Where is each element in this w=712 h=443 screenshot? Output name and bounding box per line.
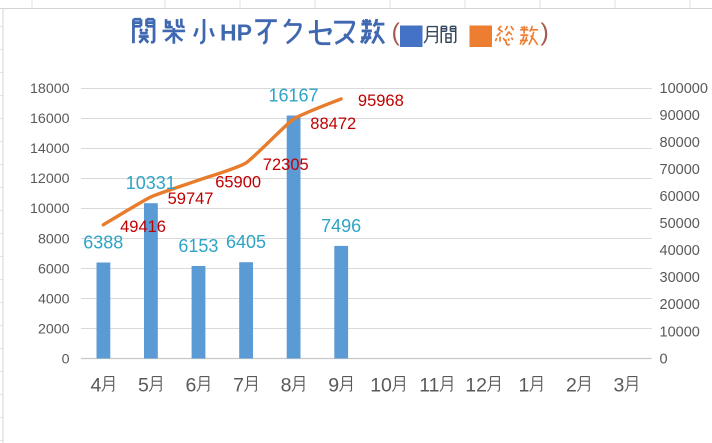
svg-text:): ) <box>541 19 549 47</box>
svg-text:40000: 40000 <box>660 243 700 259</box>
svg-text:7496: 7496 <box>321 216 361 236</box>
svg-text:3: 3 <box>614 375 625 397</box>
svg-text:60000: 60000 <box>660 189 700 205</box>
svg-text:11: 11 <box>419 375 439 397</box>
svg-text:70000: 70000 <box>660 162 700 178</box>
svg-text:12: 12 <box>465 375 487 397</box>
svg-text:12000: 12000 <box>30 171 70 187</box>
svg-text:6405: 6405 <box>226 232 266 252</box>
svg-text:10: 10 <box>370 375 392 397</box>
svg-text:1: 1 <box>518 375 529 397</box>
svg-text:14000: 14000 <box>30 141 70 157</box>
svg-text:5: 5 <box>138 375 149 397</box>
svg-text:72305: 72305 <box>263 156 309 174</box>
svg-text:95968: 95968 <box>358 92 404 110</box>
svg-text:8: 8 <box>281 375 292 397</box>
svg-text:2000: 2000 <box>38 321 70 337</box>
svg-text:0: 0 <box>62 352 70 368</box>
svg-text:16167: 16167 <box>268 85 318 105</box>
svg-text:2: 2 <box>566 375 577 397</box>
svg-text:HP: HP <box>220 19 252 45</box>
svg-text:10000: 10000 <box>30 201 70 217</box>
svg-text:88472: 88472 <box>310 115 356 133</box>
svg-text:6000: 6000 <box>38 261 70 277</box>
svg-text:18000: 18000 <box>30 81 70 97</box>
svg-text:90000: 90000 <box>660 108 700 124</box>
svg-text:4: 4 <box>90 375 101 397</box>
svg-text:6388: 6388 <box>83 232 123 252</box>
svg-text:0: 0 <box>660 351 668 367</box>
svg-text:9: 9 <box>328 375 339 397</box>
svg-text:50000: 50000 <box>660 216 700 232</box>
svg-text:16000: 16000 <box>30 111 70 127</box>
svg-text:10331: 10331 <box>126 173 176 193</box>
svg-text:7: 7 <box>233 375 244 397</box>
svg-text:6: 6 <box>186 375 197 397</box>
svg-text:(: ( <box>392 19 401 47</box>
svg-text:8000: 8000 <box>38 231 70 247</box>
svg-text:59747: 59747 <box>168 190 214 208</box>
svg-text:80000: 80000 <box>660 135 700 151</box>
svg-text:100000: 100000 <box>660 81 708 97</box>
svg-text:10000: 10000 <box>660 324 700 340</box>
svg-text:4000: 4000 <box>38 291 70 307</box>
svg-text:20000: 20000 <box>660 297 700 313</box>
svg-text:6153: 6153 <box>178 236 218 256</box>
svg-text:30000: 30000 <box>660 270 700 286</box>
svg-text:49416: 49416 <box>120 218 166 236</box>
svg-text:65900: 65900 <box>215 174 261 192</box>
